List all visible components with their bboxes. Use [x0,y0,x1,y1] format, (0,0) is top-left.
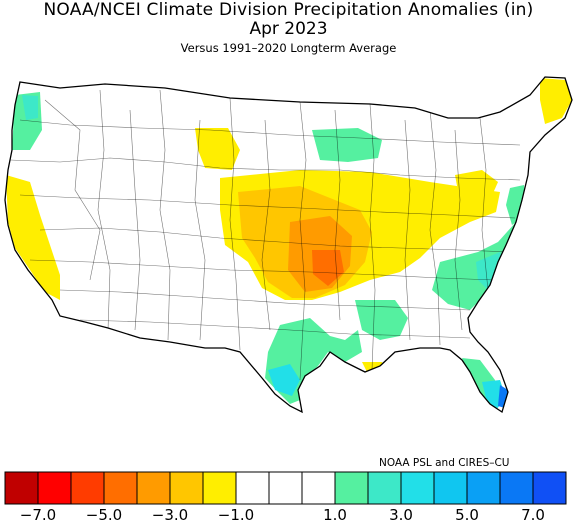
legend-swatch [136,471,171,505]
legend-swatch [235,471,270,505]
region-deep-south-wet [355,300,408,340]
region-carolinas-wet [432,222,520,310]
legend-swatch [400,471,435,505]
legend-tick-label: 1.0 [323,506,347,524]
legend-swatch [70,471,105,505]
region-maine-dry [540,78,572,124]
map-subtitle: Versus 1991–2020 Longterm Average [180,41,397,55]
legend-swatch [202,471,237,505]
legend-swatch [37,471,72,505]
map-title: NOAA/NCEI Climate Division Precipitation… [43,0,534,20]
us-climate-division-map [4,76,573,413]
legend-swatch [268,471,303,505]
legend-swatch [532,471,567,505]
legend-tick-label: −1.0 [217,506,255,524]
legend-swatch [367,471,402,505]
color-scale-legend [4,471,567,505]
region-puget-sound-wet [22,95,38,120]
region-ozark-dry-max [312,250,344,286]
region-south-texas-wet [268,364,300,396]
climate-division-borders [9,89,521,381]
map-period: Apr 2023 [249,19,328,39]
legend-tick-label: 7.0 [521,506,545,524]
legend-tick-label: −7.0 [19,506,57,524]
region-california-dry [6,175,60,300]
legend-tick-label: −5.0 [85,506,123,524]
legend-tick-label: 3.0 [389,506,413,524]
legend-swatch [499,471,534,505]
region-wyoming-dry [195,128,240,170]
legend-swatch [103,471,138,505]
legend-swatch [466,471,501,505]
legend-swatch [169,471,204,505]
legend-swatch [4,471,39,505]
legend-swatch [334,471,369,505]
legend-tick-label: 5.0 [455,506,479,524]
map-credit: NOAA PSL and CIRES–CU [379,457,510,469]
legend-tick-label: −3.0 [151,506,189,524]
legend-swatch [301,471,336,505]
legend-swatch [433,471,468,505]
